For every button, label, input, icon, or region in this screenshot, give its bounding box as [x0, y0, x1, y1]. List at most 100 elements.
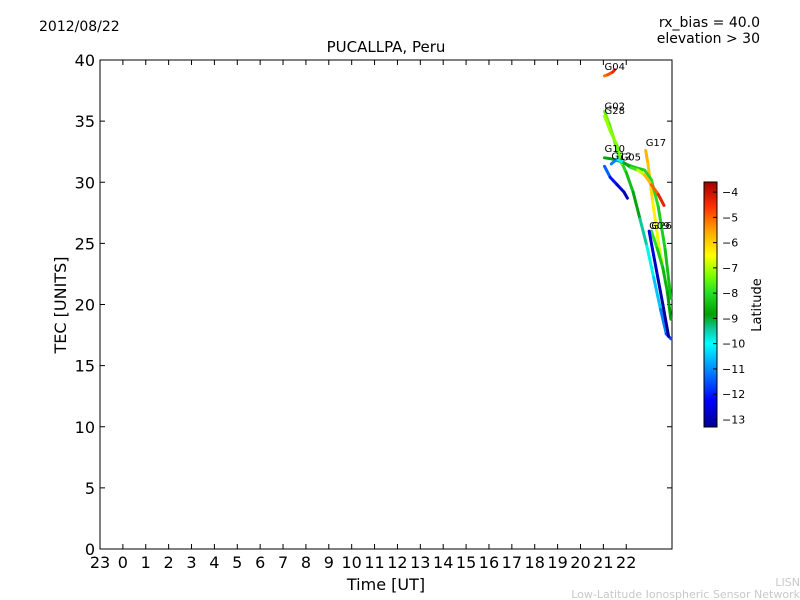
series-segment	[603, 164, 612, 179]
colorbar-tick-label: −10	[722, 338, 745, 351]
y-tick-label: 25	[75, 234, 95, 253]
y-tick-label: 35	[75, 112, 95, 131]
plot-area	[99, 59, 673, 550]
elevation-label: elevation > 30	[657, 31, 760, 47]
x-tick-label: 11	[364, 553, 384, 572]
x-tick-label: 17	[502, 553, 522, 572]
series-segment	[661, 303, 671, 338]
x-tick-label: 6	[255, 553, 265, 572]
x-tick-label: 22	[616, 553, 636, 572]
series-segment	[643, 168, 653, 182]
series-segment	[603, 114, 612, 133]
colorbar-label: Latitude	[750, 278, 765, 332]
footer-lisn: LISN	[775, 576, 800, 589]
series-segment	[649, 183, 660, 196]
series-segment	[644, 148, 650, 166]
series-layer: G04G02G28G17G26G10G05G12G09	[603, 62, 673, 341]
colorbar-tick-label: −12	[722, 388, 745, 401]
series-segment	[649, 229, 659, 250]
series-g09: G09	[647, 221, 671, 338]
x-tick-label: 5	[232, 553, 242, 572]
chart-title: PUCALLPA, Peru	[327, 38, 446, 56]
colorbar-tick-label: −9	[722, 312, 738, 325]
y-tick-label: 10	[75, 418, 95, 437]
date-label: 2012/08/22	[39, 19, 120, 35]
x-tick-label: 20	[570, 553, 590, 572]
series-label: G04	[605, 62, 625, 73]
x-tick-label: 9	[324, 553, 334, 572]
series-segment	[656, 205, 667, 251]
series-segment	[663, 247, 673, 300]
series-segment	[652, 276, 663, 311]
series-g10: G10	[603, 144, 629, 200]
colorbar-tick-label: −6	[722, 237, 738, 250]
colorbar-tick-label: −5	[722, 211, 738, 224]
rx-bias-label: rx_bias = 40.0	[659, 15, 760, 31]
x-tick-label: 7	[278, 553, 288, 572]
x-tick-label: 3	[186, 553, 196, 572]
x-axis-label: Time [UT]	[346, 575, 425, 594]
x-tick-label: 8	[301, 553, 311, 572]
series-segment	[608, 129, 619, 148]
x-tick-label: 15	[456, 553, 476, 572]
colorbar-tick-label: −13	[722, 413, 745, 426]
series-label: G17	[646, 138, 666, 149]
series-segment	[647, 229, 656, 258]
series-label: G12	[611, 151, 631, 162]
series-label: G05	[621, 153, 641, 164]
y-tick-label: 5	[85, 479, 95, 498]
x-tick-label: 10	[342, 553, 362, 572]
y-tick-label: 15	[75, 357, 95, 376]
footer-network: Low-Latitude Ionospheric Sensor Network	[571, 588, 800, 600]
series-segment	[622, 190, 629, 200]
x-tick-label: 21	[593, 553, 613, 572]
series-segment	[651, 199, 658, 227]
series-segment	[656, 192, 666, 207]
series-segment	[652, 254, 660, 282]
y-axis: 0 5 10 15 20 25 30 35 40	[75, 51, 672, 559]
x-tick-label: 14	[433, 553, 453, 572]
series-segment	[638, 217, 649, 248]
y-tick-label: 40	[75, 51, 95, 70]
y-tick-label: 20	[75, 296, 95, 315]
colorbar-tick-label: −11	[722, 363, 745, 376]
series-segment	[659, 307, 668, 336]
series-segment	[643, 173, 653, 187]
colorbar-tick-label: −4	[722, 186, 738, 199]
series-g04: G04	[603, 62, 625, 78]
series-segment	[615, 183, 626, 194]
x-tick-label: 4	[209, 553, 219, 572]
y-tick-label: 0	[85, 540, 95, 559]
x-tick-label: 1	[141, 553, 151, 572]
x-tick-label: 13	[410, 553, 430, 572]
colorbar-ticks: −4 −5 −6 −7 −8 −9 −10 −11 −12 −13	[713, 186, 745, 426]
series-segment	[603, 109, 611, 126]
series-segment	[633, 166, 647, 172]
series-segment	[654, 223, 661, 251]
series-label: G10	[605, 144, 625, 155]
series-segment	[661, 266, 669, 294]
x-tick-label: 0	[118, 553, 128, 572]
colorbar-tick-label: −7	[722, 262, 738, 275]
series-segment	[656, 278, 665, 306]
series-segment	[655, 246, 665, 270]
series-segment	[665, 290, 673, 321]
colorbar-tick-label: −8	[722, 287, 738, 300]
x-tick-label: 12	[387, 553, 407, 572]
y-axis-label: TEC [UNITS]	[51, 257, 70, 355]
y-tick-label: 30	[75, 173, 95, 192]
x-tick-label: 23	[90, 553, 110, 572]
series-segment	[645, 244, 656, 280]
series-segment	[631, 190, 642, 221]
series-label: G09	[649, 221, 669, 232]
series-segment	[608, 175, 619, 187]
x-axis: 23 0 1 2 3 4 5 6 7 8 9 10 11 12 13 14 15 16 17 18 19 20 21 22	[90, 60, 636, 572]
x-tick-label: 2	[164, 553, 174, 572]
x-tick-label: 16	[479, 553, 499, 572]
colorbar	[703, 181, 718, 428]
series-segment	[611, 68, 617, 74]
series-segment	[624, 170, 635, 194]
series-label: G28	[605, 106, 625, 117]
x-tick-label: 19	[547, 553, 567, 572]
